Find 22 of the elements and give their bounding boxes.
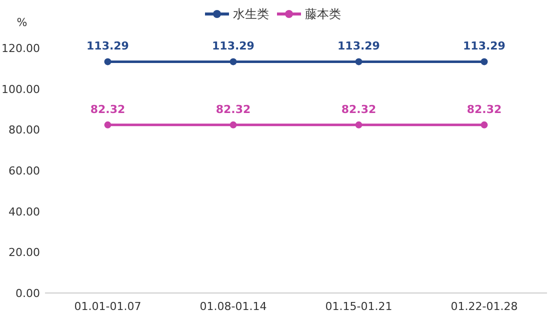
y-tick-label: 80.00 xyxy=(8,124,40,137)
data-label: 82.32 xyxy=(216,102,251,116)
y-tick-label: 40.00 xyxy=(8,205,40,218)
x-tick-label: 01.08-01.14 xyxy=(200,300,267,313)
data-label: 113.29 xyxy=(212,40,254,53)
data-label: 113.29 xyxy=(86,40,129,53)
y-tick-label: 100.00 xyxy=(2,82,40,96)
y-tick-label: 60.00 xyxy=(8,164,40,178)
x-tick-label: 01.15-01.21 xyxy=(325,300,392,313)
x-tick-label: 01.22-01.28 xyxy=(450,300,518,313)
legend-label: 水生类 xyxy=(233,7,269,21)
x-tick-label: 01.01-01.07 xyxy=(74,300,142,313)
y-tick-label: 20.00 xyxy=(8,246,40,260)
data-label: 82.32 xyxy=(90,102,126,116)
y-axis-title: % xyxy=(16,16,28,29)
data-label: 82.32 xyxy=(466,102,502,116)
y-tick-label: 0.00 xyxy=(16,287,40,300)
data-label: 113.29 xyxy=(338,40,380,53)
data-label: 82.32 xyxy=(341,102,376,116)
y-tick-label: 120.00 xyxy=(2,42,40,55)
data-label: 113.29 xyxy=(463,40,506,53)
legend-label: 藤本类 xyxy=(305,7,341,21)
